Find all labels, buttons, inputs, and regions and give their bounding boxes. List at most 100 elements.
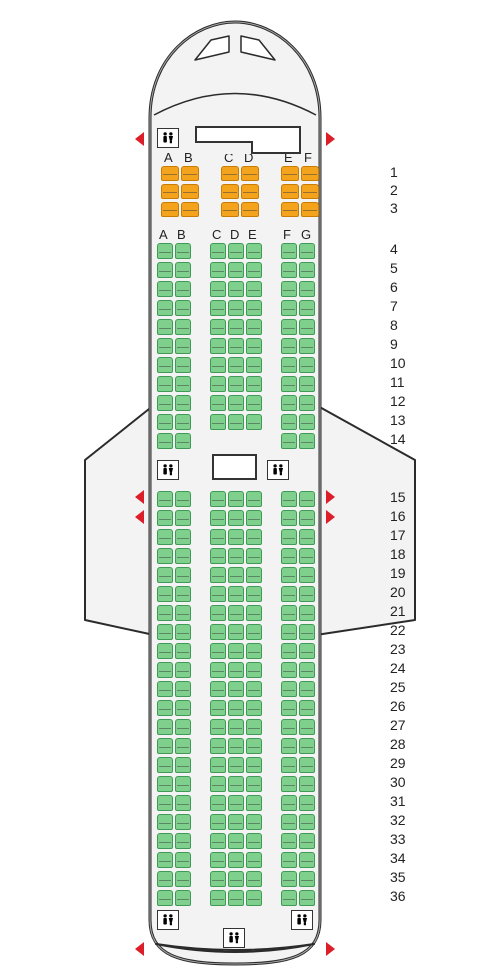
seat-18A[interactable] [157, 548, 173, 564]
seat-35C[interactable] [210, 871, 226, 887]
seat-15A[interactable] [157, 491, 173, 507]
seat-2F[interactable] [301, 184, 319, 199]
seat-36C[interactable] [210, 890, 226, 906]
seat-21C[interactable] [210, 605, 226, 621]
seat-18C[interactable] [210, 548, 226, 564]
seat-5F[interactable] [281, 262, 297, 278]
seat-30G[interactable] [299, 776, 315, 792]
seat-26A[interactable] [157, 700, 173, 716]
seat-30A[interactable] [157, 776, 173, 792]
seat-26F[interactable] [281, 700, 297, 716]
seat-26D[interactable] [228, 700, 244, 716]
seat-33G[interactable] [299, 833, 315, 849]
seat-28F[interactable] [281, 738, 297, 754]
seat-19E[interactable] [246, 567, 262, 583]
seat-29F[interactable] [281, 757, 297, 773]
seat-32E[interactable] [246, 814, 262, 830]
seat-4A[interactable] [157, 243, 173, 259]
seat-15C[interactable] [210, 491, 226, 507]
seat-6F[interactable] [281, 281, 297, 297]
seat-25G[interactable] [299, 681, 315, 697]
seat-22D[interactable] [228, 624, 244, 640]
seat-33D[interactable] [228, 833, 244, 849]
seat-22F[interactable] [281, 624, 297, 640]
seat-34A[interactable] [157, 852, 173, 868]
seat-6A[interactable] [157, 281, 173, 297]
seat-34C[interactable] [210, 852, 226, 868]
seat-15E[interactable] [246, 491, 262, 507]
seat-8D[interactable] [228, 319, 244, 335]
seat-9C[interactable] [210, 338, 226, 354]
seat-30F[interactable] [281, 776, 297, 792]
seat-33C[interactable] [210, 833, 226, 849]
seat-12B[interactable] [175, 395, 191, 411]
seat-25E[interactable] [246, 681, 262, 697]
seat-2B[interactable] [181, 184, 199, 199]
seat-4G[interactable] [299, 243, 315, 259]
seat-23D[interactable] [228, 643, 244, 659]
seat-33F[interactable] [281, 833, 297, 849]
seat-16E[interactable] [246, 510, 262, 526]
seat-12D[interactable] [228, 395, 244, 411]
seat-8G[interactable] [299, 319, 315, 335]
seat-8C[interactable] [210, 319, 226, 335]
seat-1F[interactable] [301, 166, 319, 181]
seat-18D[interactable] [228, 548, 244, 564]
seat-23B[interactable] [175, 643, 191, 659]
seat-12F[interactable] [281, 395, 297, 411]
seat-11C[interactable] [210, 376, 226, 392]
seat-6G[interactable] [299, 281, 315, 297]
seat-35G[interactable] [299, 871, 315, 887]
seat-3A[interactable] [161, 202, 179, 217]
seat-6E[interactable] [246, 281, 262, 297]
seat-13D[interactable] [228, 414, 244, 430]
seat-19A[interactable] [157, 567, 173, 583]
seat-16A[interactable] [157, 510, 173, 526]
seat-1D[interactable] [241, 166, 259, 181]
seat-31F[interactable] [281, 795, 297, 811]
seat-11F[interactable] [281, 376, 297, 392]
seat-32D[interactable] [228, 814, 244, 830]
seat-16D[interactable] [228, 510, 244, 526]
seat-21E[interactable] [246, 605, 262, 621]
seat-30C[interactable] [210, 776, 226, 792]
seat-7E[interactable] [246, 300, 262, 316]
seat-16B[interactable] [175, 510, 191, 526]
seat-17C[interactable] [210, 529, 226, 545]
seat-32A[interactable] [157, 814, 173, 830]
seat-20E[interactable] [246, 586, 262, 602]
seat-22E[interactable] [246, 624, 262, 640]
seat-27B[interactable] [175, 719, 191, 735]
seat-13B[interactable] [175, 414, 191, 430]
seat-27C[interactable] [210, 719, 226, 735]
seat-15G[interactable] [299, 491, 315, 507]
seat-31E[interactable] [246, 795, 262, 811]
seat-35E[interactable] [246, 871, 262, 887]
seat-2D[interactable] [241, 184, 259, 199]
seat-14A[interactable] [157, 433, 173, 449]
seat-25C[interactable] [210, 681, 226, 697]
seat-3D[interactable] [241, 202, 259, 217]
seat-7C[interactable] [210, 300, 226, 316]
seat-27E[interactable] [246, 719, 262, 735]
seat-7F[interactable] [281, 300, 297, 316]
seat-14G[interactable] [299, 433, 315, 449]
seat-26G[interactable] [299, 700, 315, 716]
seat-30D[interactable] [228, 776, 244, 792]
seat-21G[interactable] [299, 605, 315, 621]
seat-4E[interactable] [246, 243, 262, 259]
seat-7B[interactable] [175, 300, 191, 316]
seat-27D[interactable] [228, 719, 244, 735]
seat-3C[interactable] [221, 202, 239, 217]
seat-4F[interactable] [281, 243, 297, 259]
seat-23G[interactable] [299, 643, 315, 659]
seat-17F[interactable] [281, 529, 297, 545]
seat-17B[interactable] [175, 529, 191, 545]
seat-20D[interactable] [228, 586, 244, 602]
seat-24D[interactable] [228, 662, 244, 678]
seat-33B[interactable] [175, 833, 191, 849]
seat-13A[interactable] [157, 414, 173, 430]
seat-10A[interactable] [157, 357, 173, 373]
seat-26C[interactable] [210, 700, 226, 716]
seat-18B[interactable] [175, 548, 191, 564]
